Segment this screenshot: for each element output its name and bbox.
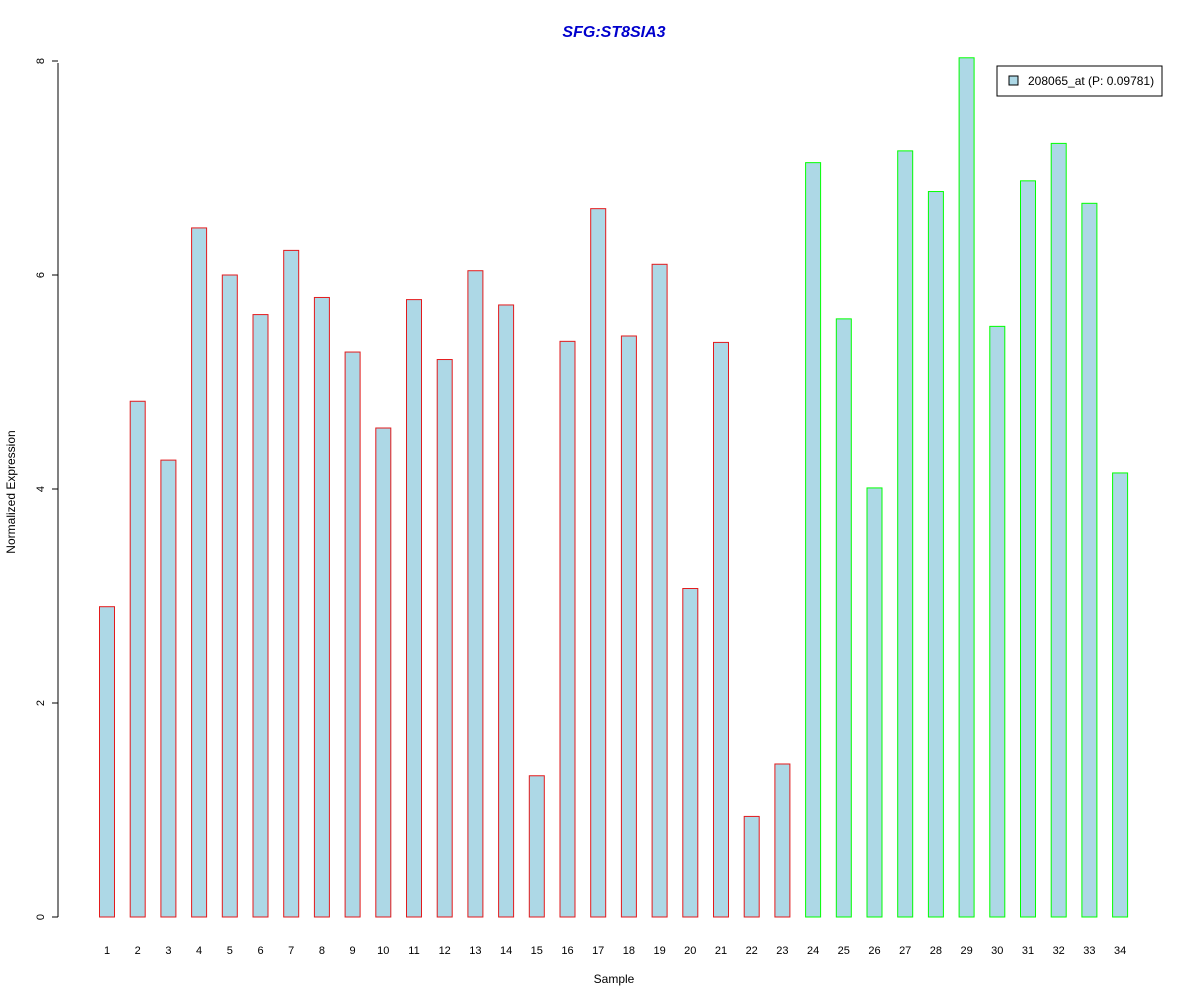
bar-sample-8 (313, 296, 330, 918)
bar-sample-12 (436, 359, 453, 918)
bar-sample-19 (651, 263, 668, 918)
bar-sample-25 (835, 318, 852, 918)
bar-sample-4 (191, 227, 208, 918)
x-tick-label: 24 (807, 945, 819, 957)
bar-sample-14 (498, 304, 515, 918)
x-tick-label: 20 (684, 945, 696, 957)
y-tick-label: 2 (35, 700, 47, 706)
x-tick-label: 15 (531, 945, 543, 957)
x-tick-label: 10 (377, 945, 389, 957)
bar-sample-23 (774, 763, 791, 918)
bar-sample-17 (590, 208, 607, 918)
x-tick-label: 26 (868, 945, 880, 957)
x-tick-label: 17 (592, 945, 604, 957)
bar-sample-5 (221, 274, 238, 918)
x-tick-label: 5 (227, 945, 233, 957)
x-tick-label: 23 (776, 945, 788, 957)
x-tick-label: 27 (899, 945, 911, 957)
legend: 208065_at (P: 0.09781) (996, 65, 1163, 97)
x-tick-label: 22 (746, 945, 758, 957)
bar-sample-18 (620, 335, 637, 918)
bar-sample-31 (1020, 180, 1036, 918)
bar-sample-34 (1112, 472, 1129, 918)
x-tick-label: 13 (469, 945, 481, 957)
x-tick-label: 8 (319, 945, 325, 957)
y-tick-label: 4 (35, 486, 47, 492)
bar-sample-22 (743, 815, 760, 918)
bar-sample-26 (866, 487, 883, 918)
legend-entry: 208065_at (P: 0.09781) (1028, 74, 1154, 88)
y-tick-label: 0 (35, 914, 47, 920)
legend-box (996, 65, 1163, 97)
bar-sample-13 (467, 270, 484, 918)
x-tick-label: 19 (653, 945, 665, 957)
chart-title: SFG:ST8SIA3 (562, 24, 665, 41)
x-tick-label: 12 (439, 945, 451, 957)
bar-sample-33 (1081, 202, 1098, 918)
x-axis-label: Sample (594, 972, 635, 986)
x-tick-label: 14 (500, 945, 512, 957)
bar-sample-2 (129, 400, 146, 918)
y-tick-label: 8 (35, 58, 47, 64)
x-tick-label: 32 (1053, 945, 1065, 957)
x-tick-label: 28 (930, 945, 942, 957)
x-tick-label: 34 (1114, 945, 1126, 957)
bar-sample-28 (927, 191, 944, 918)
bars (99, 57, 1129, 918)
y-axis-label: Normalized Expression (4, 430, 18, 553)
x-tick-label: 7 (288, 945, 294, 957)
x-tick-label: 18 (623, 945, 635, 957)
bar-sample-27 (897, 150, 914, 918)
bar-sample-20 (682, 588, 699, 918)
x-tick-label: 6 (257, 945, 263, 957)
bar-sample-32 (1050, 142, 1067, 918)
bar-sample-11 (406, 299, 422, 918)
x-tick-label: 16 (561, 945, 573, 957)
x-axis-tick-labels: 1 2 3 4 5 6 7 8 9 10 11 12 13 14 15 16 17 18 19 20 21 22 23 24 2… (104, 945, 1126, 957)
bar-sample-1 (99, 606, 115, 918)
bar-sample-29 (958, 57, 975, 918)
x-tick-label: 21 (715, 945, 727, 957)
x-tick-label: 2 (135, 945, 141, 957)
x-tick-label: 9 (350, 945, 356, 957)
bar-sample-16 (559, 340, 576, 918)
bar-sample-30 (989, 325, 1006, 918)
y-axis-ticks: 0 2 4 6 8 (35, 58, 58, 920)
x-tick-label: 11 (408, 945, 419, 957)
bar-sample-7 (283, 249, 300, 918)
y-tick-label: 6 (35, 272, 47, 278)
x-tick-label: 25 (838, 945, 850, 957)
bar-sample-3 (160, 459, 177, 918)
bar-sample-24 (805, 162, 822, 918)
bar-sample-9 (344, 351, 361, 918)
x-tick-label: 4 (196, 945, 202, 957)
legend-swatch (1008, 75, 1019, 86)
bar-sample-6 (252, 314, 269, 918)
bar-sample-15 (528, 775, 545, 918)
x-tick-label: 29 (960, 945, 972, 957)
x-tick-label: 1 (104, 945, 110, 957)
bar-sample-10 (375, 427, 392, 918)
bar-sample-21 (713, 341, 729, 918)
x-tick-label: 3 (165, 945, 171, 957)
x-tick-label: 30 (991, 945, 1003, 957)
x-tick-label: 31 (1022, 945, 1034, 957)
x-tick-label: 33 (1083, 945, 1095, 957)
